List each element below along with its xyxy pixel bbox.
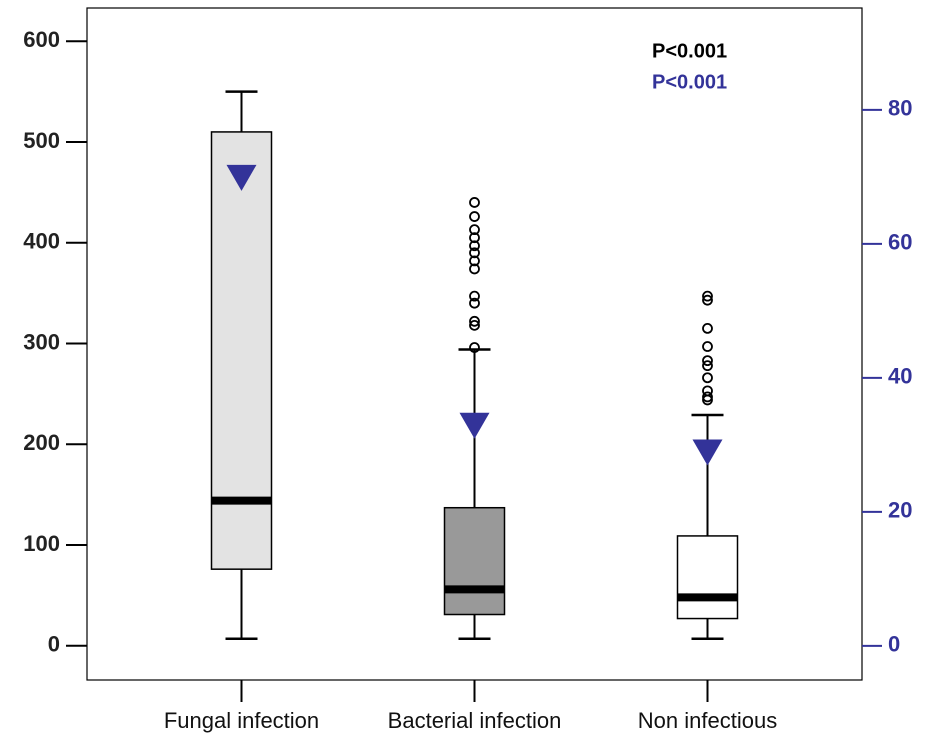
outlier	[469, 232, 480, 244]
y-tick-label: 200	[23, 430, 60, 455]
mean-marker	[692, 439, 723, 466]
outlier	[702, 360, 713, 372]
outlier	[702, 341, 713, 352]
box	[676, 535, 739, 620]
outlier	[702, 290, 713, 302]
outlier	[702, 372, 713, 384]
x-tick-label: Bacterial infection	[388, 708, 562, 733]
y2-tick-label: 80	[888, 96, 912, 121]
outlier	[702, 322, 713, 334]
outlier	[702, 355, 713, 367]
y-tick-label: 600	[23, 27, 60, 52]
annotation: P<0.001	[652, 71, 727, 93]
mean-marker	[226, 164, 257, 191]
mean-marker	[459, 412, 490, 439]
y2-tick-label: 0	[888, 632, 900, 657]
box	[210, 131, 273, 570]
outlier	[469, 197, 480, 208]
outlier	[469, 211, 480, 222]
outlier	[469, 240, 480, 252]
outlier	[702, 294, 713, 306]
y-tick-label: 0	[48, 632, 60, 657]
y2-tick-label: 40	[888, 364, 912, 389]
y2-tick-label: 60	[888, 230, 912, 255]
outlier	[469, 247, 480, 259]
y-tick-label: 500	[23, 128, 60, 153]
annotation: P<0.001	[652, 40, 727, 62]
outlier	[469, 342, 480, 353]
outlier	[469, 255, 480, 267]
outlier	[469, 319, 480, 331]
outlier	[702, 385, 713, 397]
outlier	[702, 391, 713, 403]
y-tick-label: 300	[23, 329, 60, 354]
outlier	[469, 315, 480, 327]
x-tick-label: Non infectious	[638, 708, 777, 733]
outlier	[469, 263, 480, 275]
y-tick-label: 400	[23, 229, 60, 254]
outlier	[469, 290, 480, 302]
x-tick-label: Fungal infection	[164, 708, 319, 733]
y-tick-label: 100	[23, 531, 60, 556]
y2-tick-label: 20	[888, 498, 912, 523]
box	[443, 506, 506, 616]
outlier	[469, 224, 480, 236]
outlier	[469, 297, 480, 309]
